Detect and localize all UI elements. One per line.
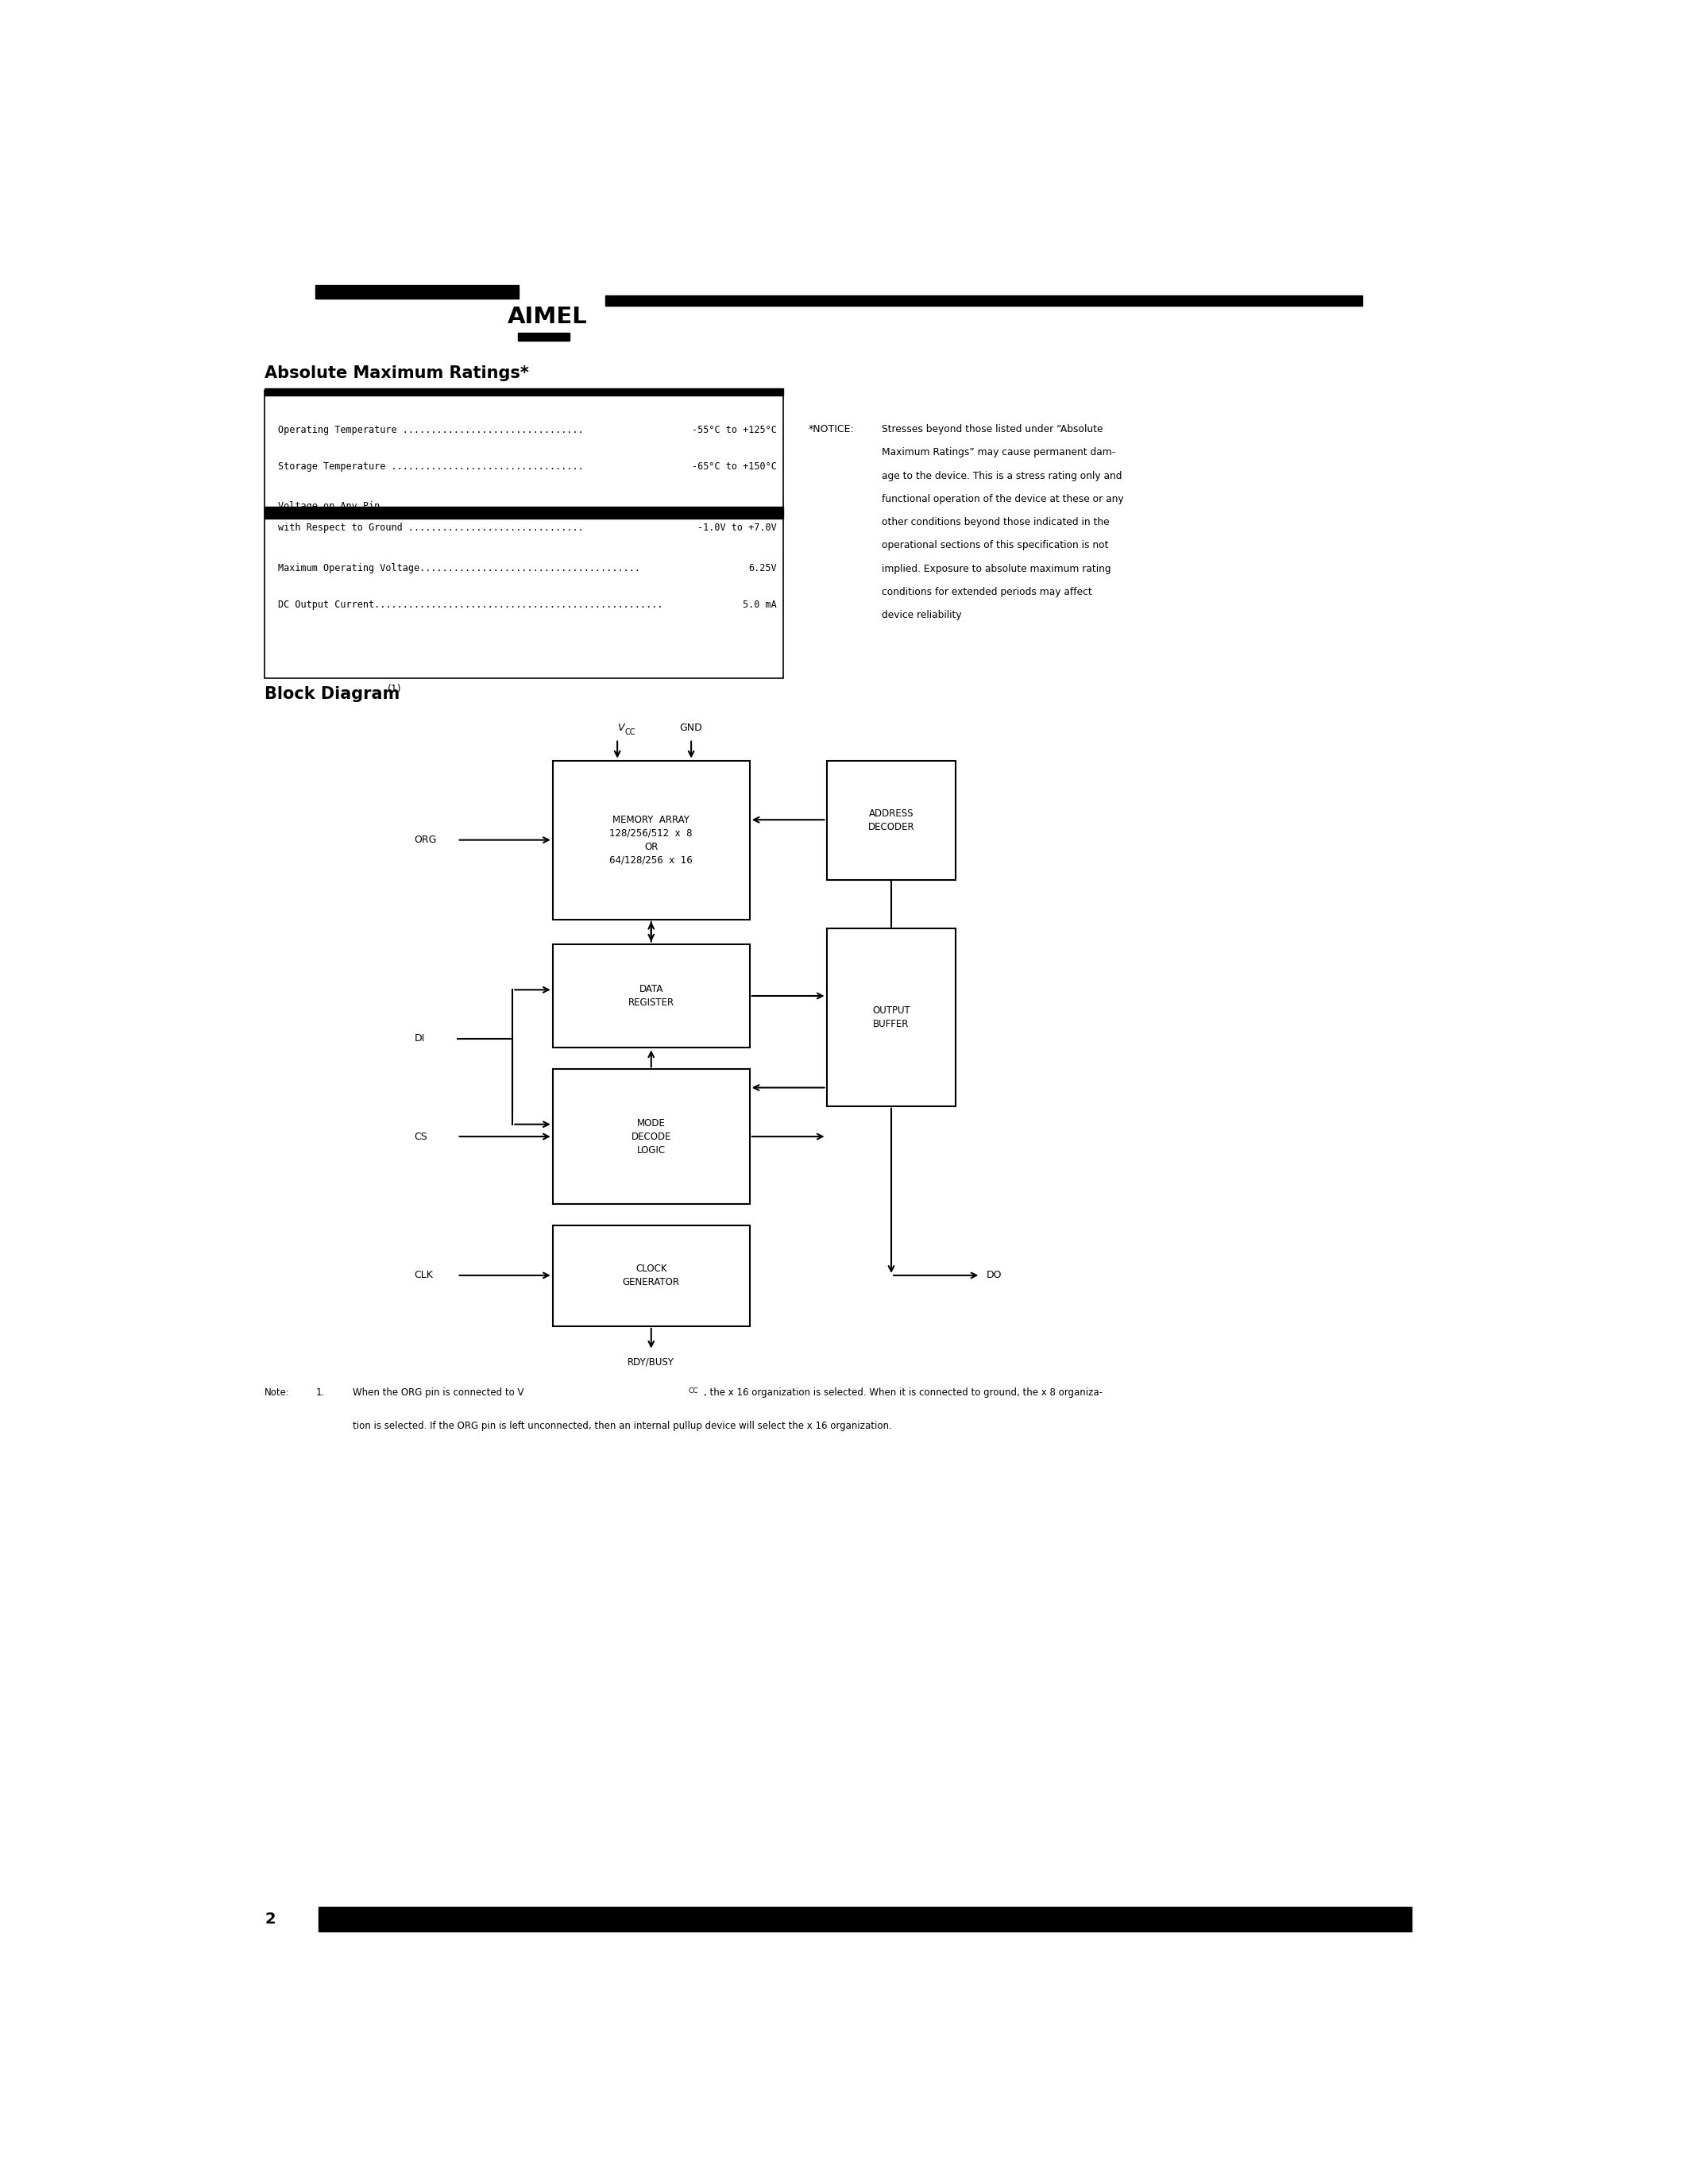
Text: 2: 2	[265, 1911, 275, 1926]
Text: Operating Temperature ................................: Operating Temperature ..................…	[277, 426, 584, 435]
Text: 5.0 mA: 5.0 mA	[743, 598, 776, 609]
Bar	[552, 1070, 749, 1203]
Text: CC: CC	[625, 727, 635, 736]
Text: DC Output Current...................................................: DC Output Current.......................…	[277, 598, 662, 609]
Text: Absolute Maximum Ratings*: Absolute Maximum Ratings*	[265, 365, 528, 382]
Text: DATA
REGISTER: DATA REGISTER	[628, 985, 674, 1007]
Text: operational sections of this specification is not: operational sections of this specificati…	[883, 539, 1109, 550]
Text: 1.: 1.	[316, 1387, 324, 1398]
Text: Maximum Ratings” may cause permanent dam-: Maximum Ratings” may cause permanent dam…	[883, 448, 1116, 459]
Text: -65°C to +150°C: -65°C to +150°C	[692, 461, 776, 472]
Text: ADDRESS
DECODER: ADDRESS DECODER	[868, 808, 915, 832]
Text: Stresses beyond those listed under “Absolute: Stresses beyond those listed under “Abso…	[883, 424, 1104, 435]
Bar	[552, 760, 749, 919]
Text: conditions for extended periods may affect: conditions for extended periods may affe…	[883, 587, 1092, 596]
Text: CS: CS	[414, 1131, 427, 1142]
Text: other conditions beyond those indicated in the: other conditions beyond those indicated …	[883, 518, 1109, 526]
Text: Storage Temperature ..................................: Storage Temperature ....................…	[277, 461, 584, 472]
Text: device reliability: device reliability	[883, 609, 962, 620]
Text: tion is selected. If the ORG pin is left unconnected, then an internal pullup de: tion is selected. If the ORG pin is left…	[353, 1422, 891, 1431]
Bar	[827, 928, 955, 1105]
Bar	[552, 943, 749, 1048]
Text: DO: DO	[987, 1271, 1003, 1280]
Bar	[518, 332, 571, 341]
Text: , the x 16 organization is selected. When it is connected to ground, the x 8 org: , the x 16 organization is selected. Whe…	[704, 1387, 1102, 1398]
Text: Maximum Operating Voltage.......................................: Maximum Operating Voltage...............…	[277, 563, 640, 572]
Text: CLK: CLK	[414, 1271, 434, 1280]
Text: ORG: ORG	[414, 834, 437, 845]
Text: DI: DI	[414, 1033, 425, 1044]
Text: 6.25V: 6.25V	[749, 563, 776, 572]
Text: implied. Exposure to absolute maximum rating: implied. Exposure to absolute maximum ra…	[883, 563, 1111, 574]
Text: When the ORG pin is connected to V: When the ORG pin is connected to V	[353, 1387, 523, 1398]
Text: with Respect to Ground ...............................: with Respect to Ground .................…	[277, 522, 584, 533]
Text: MODE
DECODE
LOGIC: MODE DECODE LOGIC	[631, 1118, 672, 1155]
Bar	[316, 286, 518, 299]
Bar	[265, 391, 783, 677]
Text: Voltage on Any Pin: Voltage on Any Pin	[277, 502, 380, 511]
Bar	[827, 760, 955, 880]
Bar	[319, 1907, 1411, 1931]
Text: age to the device. This is a stress rating only and: age to the device. This is a stress rati…	[883, 470, 1123, 480]
Text: -55°C to +125°C: -55°C to +125°C	[692, 426, 776, 435]
Text: Note:: Note:	[265, 1387, 290, 1398]
Text: AIMEL: AIMEL	[508, 306, 587, 328]
Text: (1): (1)	[388, 684, 402, 695]
Text: -1.0V to +7.0V: -1.0V to +7.0V	[697, 522, 776, 533]
Bar	[265, 507, 783, 520]
Text: GND: GND	[680, 723, 702, 734]
Text: RDY/BUSY: RDY/BUSY	[628, 1356, 675, 1367]
Text: functional operation of the device at these or any: functional operation of the device at th…	[883, 494, 1124, 505]
Bar	[265, 389, 783, 395]
Bar	[604, 295, 1362, 306]
Text: OUTPUT
BUFFER: OUTPUT BUFFER	[873, 1005, 910, 1029]
Text: Block Diagram: Block Diagram	[265, 686, 400, 703]
Text: CLOCK
GENERATOR: CLOCK GENERATOR	[623, 1265, 680, 1289]
Text: AT59C11/22/13: AT59C11/22/13	[334, 1909, 520, 1931]
Text: CC: CC	[689, 1387, 699, 1393]
Text: MEMORY  ARRAY
128/256/512  x  8
OR
64/128/256  x  16: MEMORY ARRAY 128/256/512 x 8 OR 64/128/2…	[609, 815, 692, 865]
Text: *NOTICE:: *NOTICE:	[809, 424, 854, 435]
Bar	[552, 1225, 749, 1326]
Text: V: V	[618, 723, 625, 734]
